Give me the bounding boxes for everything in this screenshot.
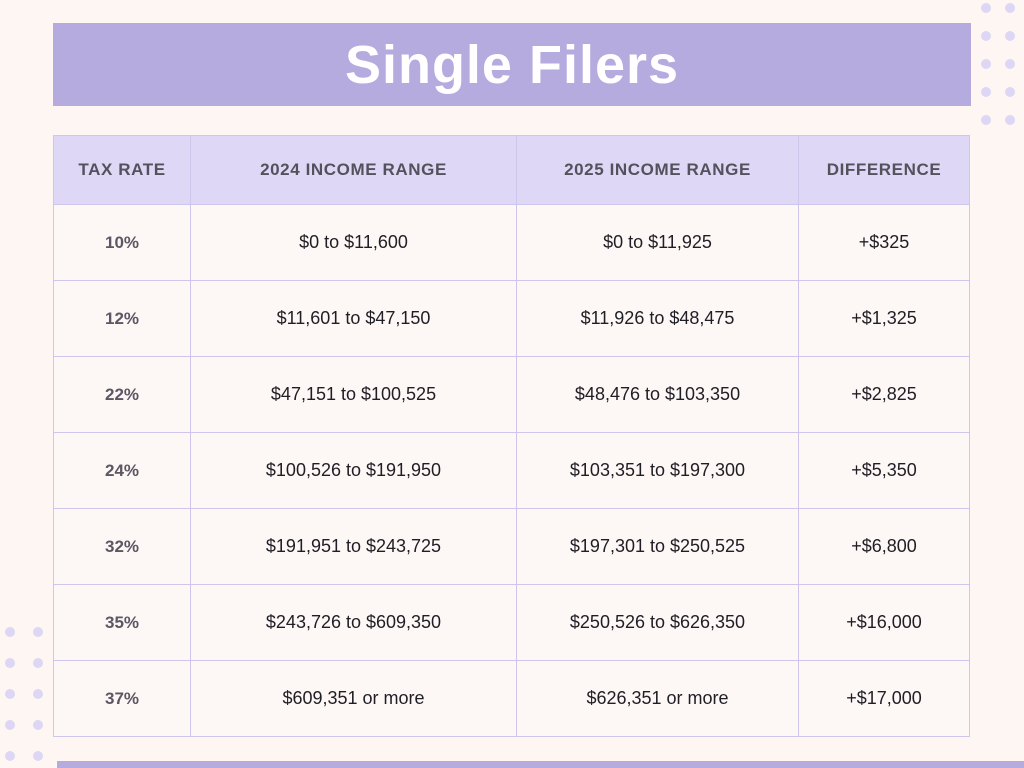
difference-cell: +$16,000 [798, 584, 970, 661]
table-row: 32% $191,951 to $243,725 $197,301 to $25… [53, 508, 970, 585]
table-header-row: TAX RATE 2024 INCOME RANGE 2025 INCOME R… [53, 135, 970, 205]
page-title: Single Filers [344, 34, 680, 95]
income-range-2025-cell: $11,926 to $48,475 [516, 280, 799, 357]
table-row: 37% $609,351 or more $626,351 or more +$… [53, 660, 970, 737]
income-range-2024-cell: $11,601 to $47,150 [190, 280, 517, 357]
column-header-2025-income-range: 2025 INCOME RANGE [516, 135, 799, 205]
column-header-difference: DIFFERENCE [798, 135, 970, 205]
income-range-2024-cell: $47,151 to $100,525 [190, 356, 517, 433]
income-range-2025-cell: $0 to $11,925 [516, 204, 799, 281]
table-row: 24% $100,526 to $191,950 $103,351 to $19… [53, 432, 970, 509]
income-range-2025-cell: $626,351 or more [516, 660, 799, 737]
difference-cell: +$17,000 [798, 660, 970, 737]
difference-cell: +$6,800 [798, 508, 970, 585]
income-range-2024-cell: $243,726 to $609,350 [190, 584, 517, 661]
bottom-accent-bar [57, 761, 1024, 768]
tax-rate-cell: 12% [53, 280, 191, 357]
tax-rate-cell: 35% [53, 584, 191, 661]
income-range-2025-cell: $197,301 to $250,525 [516, 508, 799, 585]
tax-rate-cell: 10% [53, 204, 191, 281]
dot-pattern-top-right [981, 3, 1015, 125]
table-row: 12% $11,601 to $47,150 $11,926 to $48,47… [53, 280, 970, 357]
income-range-2024-cell: $191,951 to $243,725 [190, 508, 517, 585]
column-header-tax-rate: TAX RATE [53, 135, 191, 205]
difference-cell: +$1,325 [798, 280, 970, 357]
income-range-2024-cell: $609,351 or more [190, 660, 517, 737]
difference-cell: +$325 [798, 204, 970, 281]
tax-rate-cell: 37% [53, 660, 191, 737]
dot-pattern-bottom-left [5, 627, 43, 761]
income-range-2024-cell: $100,526 to $191,950 [190, 432, 517, 509]
tax-rate-cell: 24% [53, 432, 191, 509]
income-range-2024-cell: $0 to $11,600 [190, 204, 517, 281]
title-banner: Single Filers [53, 23, 971, 106]
income-range-2025-cell: $48,476 to $103,350 [516, 356, 799, 433]
table-row: 22% $47,151 to $100,525 $48,476 to $103,… [53, 356, 970, 433]
difference-cell: +$2,825 [798, 356, 970, 433]
table-row: 10% $0 to $11,600 $0 to $11,925 +$325 [53, 204, 970, 281]
difference-cell: +$5,350 [798, 432, 970, 509]
table-row: 35% $243,726 to $609,350 $250,526 to $62… [53, 584, 970, 661]
column-header-2024-income-range: 2024 INCOME RANGE [190, 135, 517, 205]
tax-rate-cell: 22% [53, 356, 191, 433]
tax-brackets-table: TAX RATE 2024 INCOME RANGE 2025 INCOME R… [53, 135, 970, 737]
income-range-2025-cell: $250,526 to $626,350 [516, 584, 799, 661]
tax-rate-cell: 32% [53, 508, 191, 585]
income-range-2025-cell: $103,351 to $197,300 [516, 432, 799, 509]
